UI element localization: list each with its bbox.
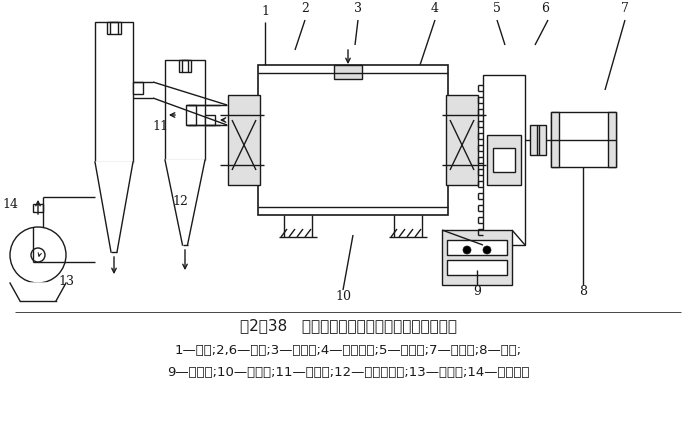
Text: 11: 11	[152, 120, 168, 133]
Text: 6: 6	[541, 2, 549, 15]
Bar	[133, 82, 143, 94]
Text: 2: 2	[301, 2, 309, 15]
Text: 3: 3	[354, 2, 362, 15]
Bar	[33, 204, 43, 212]
Bar	[530, 125, 546, 155]
Text: 14: 14	[2, 198, 18, 211]
Text: 1: 1	[261, 5, 269, 18]
Bar	[186, 105, 196, 125]
Bar	[551, 112, 616, 167]
Bar	[107, 22, 121, 34]
Bar	[447, 240, 507, 255]
Text: 图2－38   普通卧式球磨机全系统组合设计原理图: 图2－38 普通卧式球磨机全系统组合设计原理图	[239, 318, 457, 333]
Bar	[165, 60, 205, 160]
Bar	[551, 112, 559, 167]
Text: 9: 9	[473, 285, 481, 298]
Bar	[608, 112, 616, 167]
Bar	[446, 95, 478, 185]
Bar	[442, 230, 512, 285]
Text: 8: 8	[579, 285, 587, 298]
Bar	[447, 260, 507, 275]
Bar	[493, 148, 515, 172]
Bar	[483, 75, 525, 245]
Circle shape	[463, 246, 471, 254]
Circle shape	[483, 246, 491, 254]
Circle shape	[10, 227, 66, 283]
Bar	[334, 65, 362, 79]
Text: 13: 13	[58, 275, 74, 288]
Bar	[179, 60, 191, 72]
Polygon shape	[95, 162, 133, 252]
Bar	[95, 22, 133, 162]
Text: 10: 10	[335, 290, 351, 303]
Bar	[205, 115, 215, 125]
Polygon shape	[165, 160, 205, 245]
Text: 9—减速机;10—小齿轮;11—出料口;12—旋风分离器;13—引风机;14—排气口。: 9—减速机;10—小齿轮;11—出料口;12—旋风分离器;13—引风机;14—排…	[167, 366, 529, 380]
Text: 4: 4	[431, 2, 439, 15]
Bar	[487, 135, 521, 185]
Text: 1—基座;2,6—轴承;3—进料口;4—球磨简体;5—大齿轮;7—连轴器;8—电机;: 1—基座;2,6—轴承;3—进料口;4—球磨简体;5—大齿轮;7—连轴器;8—电…	[175, 344, 521, 356]
Bar	[258, 65, 448, 215]
Polygon shape	[10, 283, 66, 301]
Text: 12: 12	[172, 195, 188, 208]
Text: 7: 7	[621, 2, 629, 15]
Bar	[228, 95, 260, 185]
Text: 5: 5	[493, 2, 501, 15]
